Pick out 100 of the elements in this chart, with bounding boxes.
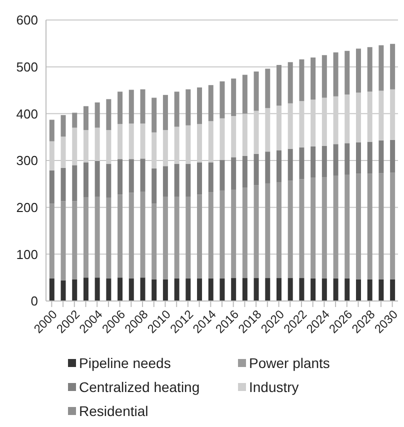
bar (186, 196, 191, 279)
bar (152, 204, 157, 280)
bar (242, 188, 248, 278)
bar (231, 157, 236, 190)
bar (276, 150, 282, 182)
y-tick-label: 400 (16, 106, 38, 122)
legend-label: Residential (79, 403, 148, 419)
bar (242, 278, 248, 301)
bar (106, 99, 112, 130)
bar (344, 278, 350, 301)
bar (254, 278, 259, 301)
bar (140, 278, 146, 301)
bar (367, 142, 372, 174)
bar (94, 278, 100, 301)
bar (60, 168, 66, 202)
bar (378, 45, 384, 91)
legend-label: Centralized heating (79, 379, 200, 395)
bar (118, 194, 123, 278)
bar (288, 62, 293, 104)
bar (197, 278, 202, 301)
bar (197, 87, 202, 124)
bar (242, 74, 248, 114)
bar (162, 196, 168, 280)
bar (356, 48, 361, 93)
bar (60, 115, 66, 137)
bar (276, 182, 282, 278)
bar (118, 124, 123, 160)
bar (322, 177, 327, 279)
bar (49, 204, 54, 279)
legend-label: Power plants (249, 355, 330, 371)
bar (299, 278, 304, 301)
bar (390, 140, 396, 173)
bar (208, 278, 214, 301)
bar (186, 164, 191, 197)
bar (60, 280, 66, 301)
bar (288, 180, 293, 278)
bar (378, 173, 384, 280)
bar (299, 179, 304, 278)
bar (83, 278, 88, 301)
bar (310, 146, 316, 178)
bar (208, 85, 214, 122)
bar (378, 140, 384, 174)
bar (367, 279, 372, 301)
y-tick-label: 100 (16, 246, 38, 262)
bar (231, 190, 236, 278)
bar (276, 278, 282, 301)
bar (174, 92, 180, 127)
bar (276, 64, 282, 106)
bar (254, 154, 259, 186)
bar (367, 174, 372, 280)
bar (231, 78, 236, 116)
bar (254, 185, 259, 278)
bar (128, 124, 134, 160)
bar (322, 55, 327, 98)
bar (344, 50, 350, 94)
bar (356, 279, 361, 301)
bar (390, 279, 396, 301)
bar (174, 278, 180, 301)
bar (265, 152, 270, 184)
bar (49, 170, 54, 204)
bar (390, 172, 396, 280)
bar (106, 278, 112, 301)
bar (152, 168, 157, 204)
bar (118, 159, 123, 195)
bar (288, 148, 293, 181)
bar (162, 279, 168, 301)
bar (49, 120, 54, 142)
bar (288, 278, 293, 301)
bar (174, 196, 180, 279)
bar (254, 72, 259, 111)
bar (322, 278, 327, 301)
y-tick-label: 300 (16, 153, 38, 168)
legend-label: Pipeline needs (79, 355, 171, 371)
bar (118, 92, 123, 124)
bar (333, 175, 338, 279)
bar (128, 278, 134, 301)
bar (265, 278, 270, 301)
bar (367, 47, 372, 92)
bar (140, 124, 146, 159)
bar (128, 159, 134, 193)
y-tick-label: 600 (16, 12, 38, 28)
bar (152, 279, 157, 301)
bar (197, 194, 202, 279)
bar (83, 197, 88, 278)
bar (299, 59, 304, 102)
bar (310, 57, 316, 100)
bar (231, 278, 236, 301)
bar (220, 160, 225, 190)
bar (333, 52, 338, 96)
bar (128, 192, 134, 279)
bar (333, 278, 338, 301)
bar (140, 89, 146, 124)
y-tick-label: 500 (16, 59, 38, 74)
bar (174, 164, 180, 197)
bar (220, 81, 225, 118)
bar (220, 190, 225, 279)
bar (333, 144, 338, 176)
bar (186, 89, 191, 126)
bar (344, 174, 350, 279)
bar (118, 278, 123, 301)
